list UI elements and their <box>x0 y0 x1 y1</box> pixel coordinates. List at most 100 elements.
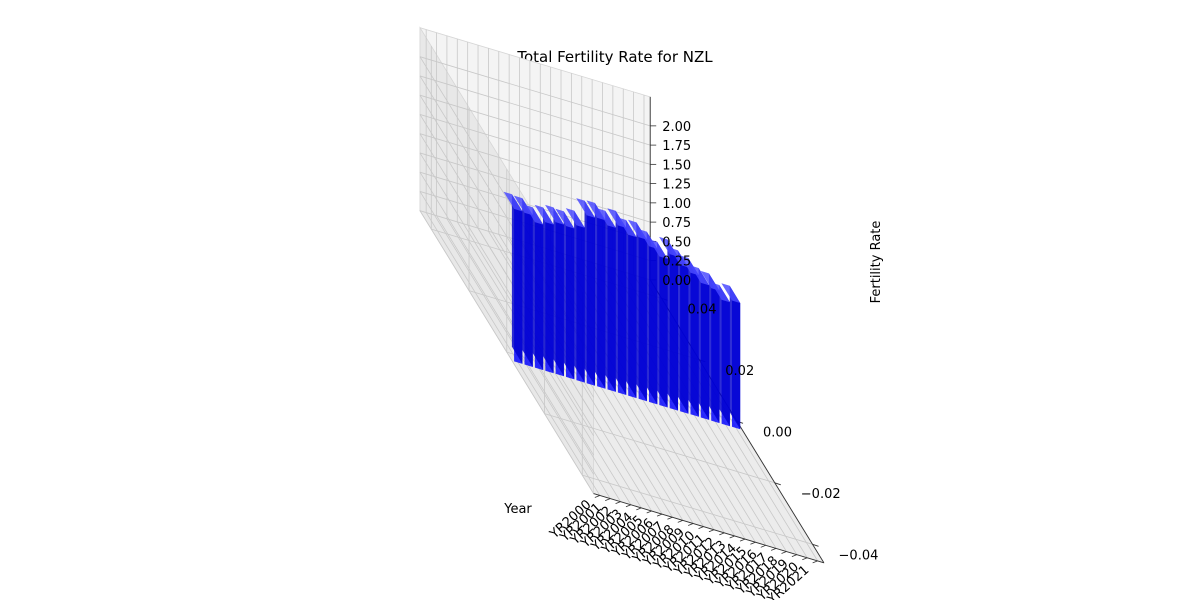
bar-top <box>576 198 595 218</box>
z-gridline <box>419 171 594 456</box>
chart-bars <box>503 191 741 430</box>
bar-side <box>719 285 730 427</box>
x-tick <box>698 526 704 529</box>
z-tick-label: 0.50 <box>662 235 691 250</box>
x-tick <box>625 504 632 508</box>
bar-top <box>555 208 575 229</box>
x-tick <box>656 513 663 517</box>
y-tick-label: 0.00 <box>763 425 792 440</box>
chart-title: Total Fertility Rate for NZL <box>517 48 713 66</box>
z-gridline <box>419 56 651 127</box>
x-tick <box>615 501 621 505</box>
y-gridline <box>582 474 813 545</box>
y-gridline <box>544 413 775 484</box>
y-tick-label: −0.02 <box>801 487 841 502</box>
bar <box>586 200 606 389</box>
z-tick-label: 2.00 <box>662 120 691 135</box>
x-tick <box>605 498 611 501</box>
x-tick <box>636 507 642 511</box>
bar <box>503 191 523 364</box>
x-tick <box>791 554 798 558</box>
bar-side <box>615 210 627 395</box>
bar-side <box>522 198 533 367</box>
z-gridline <box>419 114 651 184</box>
bar-top <box>669 247 689 268</box>
z-tick-label: 0.25 <box>662 255 691 270</box>
bar-side <box>626 220 637 399</box>
bar <box>690 265 710 420</box>
bar-top <box>503 191 523 212</box>
bar-side <box>688 257 699 417</box>
z-gridline <box>419 210 594 494</box>
x-tick <box>802 557 808 561</box>
z-axis-label: Fertility Rate <box>869 221 884 304</box>
bar-top <box>565 208 585 228</box>
y-tick <box>774 482 781 486</box>
bar <box>607 208 627 395</box>
z-tick-label: 1.75 <box>662 139 691 154</box>
bar-top <box>711 282 730 303</box>
x-tick <box>708 529 715 533</box>
z-tick-label: 1.25 <box>662 178 691 193</box>
bar-side <box>657 241 668 408</box>
bar-side <box>698 268 710 420</box>
x-tick <box>750 541 756 545</box>
bar-top <box>596 208 616 228</box>
bar <box>576 198 595 386</box>
bar-top <box>524 204 544 225</box>
x-tick <box>667 516 673 520</box>
z-tick-label: 0.75 <box>662 216 691 231</box>
bar-top <box>721 283 741 303</box>
bar <box>617 217 637 399</box>
x-tick <box>760 544 766 548</box>
bar <box>555 208 575 380</box>
bar <box>513 195 533 367</box>
bar <box>524 204 544 371</box>
y-tick-label: 0.04 <box>688 302 717 317</box>
bar-side <box>667 239 678 411</box>
bar-side <box>532 207 544 371</box>
bar-side <box>584 200 595 386</box>
x-tick <box>677 520 683 523</box>
bar-top <box>586 200 606 221</box>
z-gridline <box>419 133 594 417</box>
x-tick <box>646 510 652 514</box>
bar-side <box>511 194 523 364</box>
y-tick <box>812 543 819 547</box>
bar-side <box>729 285 741 430</box>
x-tick <box>594 495 600 498</box>
bar-side <box>574 210 585 383</box>
bar-side <box>563 211 575 380</box>
bar-side <box>646 231 658 405</box>
x-tick <box>719 532 725 536</box>
x-axis-line <box>593 493 824 564</box>
x-tick <box>688 523 694 526</box>
bar-side <box>553 207 564 377</box>
x-tick <box>739 538 746 542</box>
y-tick-label: −0.04 <box>839 548 879 563</box>
bar <box>669 247 689 414</box>
z-gridline <box>419 94 651 165</box>
x-tick <box>729 535 735 539</box>
bar-top <box>534 204 554 225</box>
bar-side <box>605 210 616 392</box>
bar-side <box>543 207 554 374</box>
bar <box>721 283 741 430</box>
bar-top <box>690 265 710 286</box>
z-tick-label: 0.00 <box>662 274 691 289</box>
y-tick-label: 0.02 <box>725 364 754 379</box>
bar-side <box>708 273 720 424</box>
bar <box>648 239 668 408</box>
bar <box>565 208 585 383</box>
bar <box>711 282 730 427</box>
bar <box>596 208 616 392</box>
z-tick-label: 1.00 <box>662 197 691 212</box>
z-gridline <box>419 75 651 146</box>
x-tick <box>771 548 777 551</box>
bar <box>534 204 554 374</box>
bar-side <box>594 202 606 389</box>
bar <box>545 204 564 377</box>
bar <box>700 270 720 424</box>
bar-side <box>677 250 689 414</box>
